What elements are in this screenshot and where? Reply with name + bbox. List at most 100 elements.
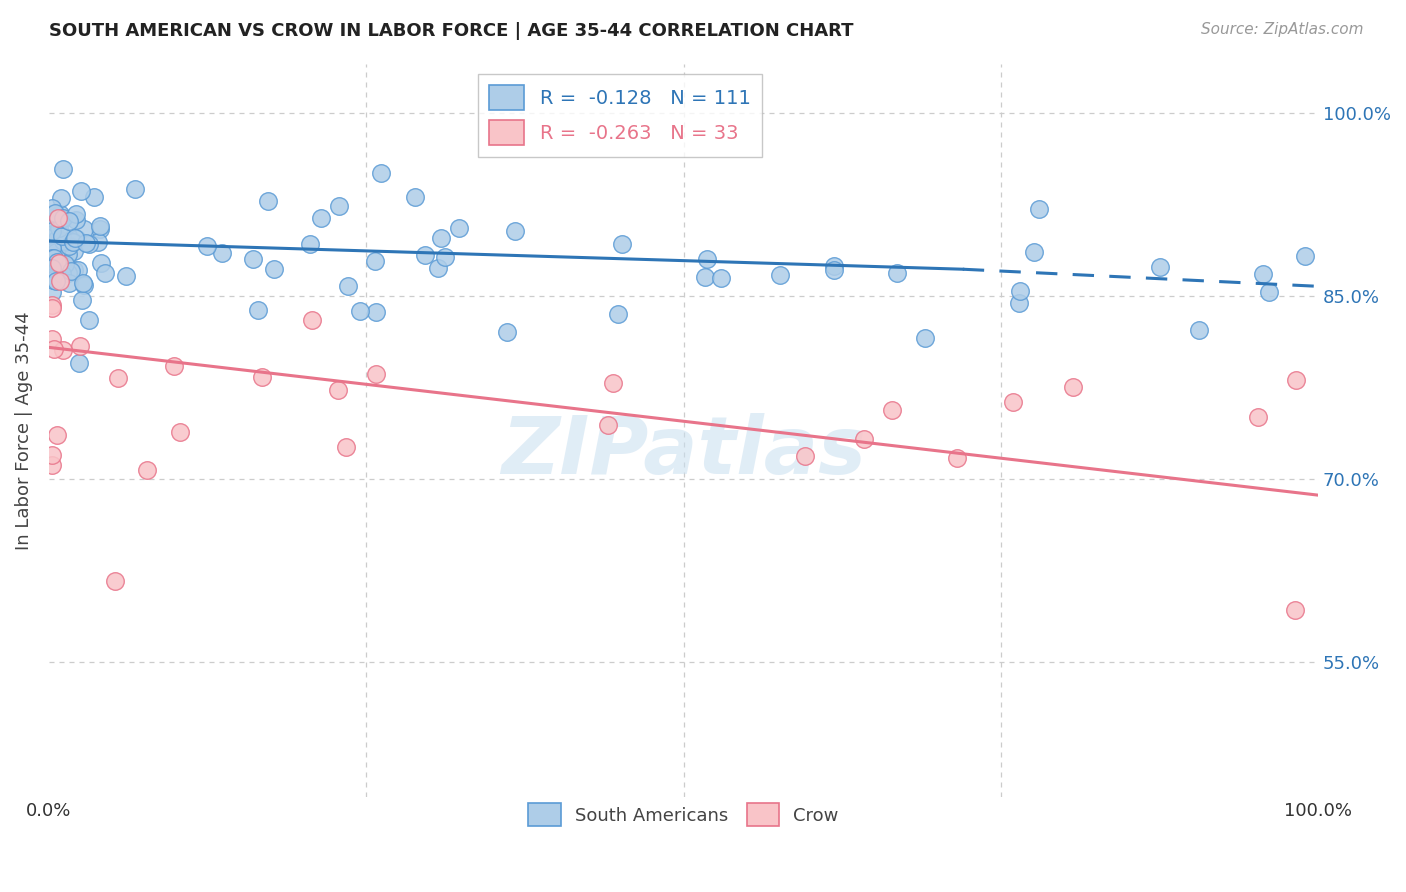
Point (447, 221, 470, 235)
Point (42, 241, 65, 255)
Point (44, 222, 66, 236)
Point (49, 191, 72, 205)
Point (53, 257, 76, 271)
Point (1028, 202, 1050, 216)
Point (52, 211, 75, 225)
Point (58, 214, 80, 228)
Point (89, 221, 111, 235)
Point (41, 301, 63, 316)
Point (104, 574, 127, 588)
Point (45, 428, 67, 442)
Point (62, 263, 84, 277)
Point (211, 246, 233, 260)
Point (1246, 409, 1268, 424)
Point (610, 237, 633, 252)
Point (823, 263, 845, 277)
Point (41, 252, 63, 266)
Point (163, 359, 186, 373)
Point (41, 332, 63, 346)
Point (696, 252, 718, 267)
Point (67, 356, 90, 370)
Point (250, 370, 273, 384)
Point (41, 241, 63, 255)
Point (41, 237, 63, 252)
Point (1010, 284, 1032, 298)
Point (63, 235, 86, 249)
Point (48, 256, 70, 270)
Point (70, 293, 93, 307)
Point (1002, 395, 1025, 409)
Point (48, 221, 70, 235)
Point (793, 450, 815, 464)
Point (433, 250, 456, 264)
Point (1008, 295, 1031, 310)
Point (46, 231, 69, 245)
Point (44, 343, 66, 357)
Point (364, 305, 387, 319)
Point (46, 265, 69, 279)
Point (41, 458, 63, 472)
Point (83, 190, 105, 204)
Point (197, 239, 219, 253)
Point (65, 207, 87, 221)
Point (427, 261, 450, 276)
Point (914, 330, 936, 344)
Point (242, 252, 264, 266)
Point (52, 234, 75, 248)
Point (41, 298, 63, 312)
Point (263, 262, 285, 277)
Point (710, 271, 733, 285)
Point (1062, 380, 1084, 394)
Point (65, 213, 87, 227)
Point (44, 215, 66, 229)
Point (73, 277, 96, 292)
Point (58, 266, 80, 280)
Point (51, 268, 73, 282)
Y-axis label: In Labor Force | Age 35-44: In Labor Force | Age 35-44 (15, 311, 32, 549)
Point (370, 166, 392, 180)
Point (256, 194, 278, 209)
Point (41, 224, 63, 238)
Point (503, 224, 526, 238)
Point (946, 450, 969, 465)
Point (1284, 603, 1306, 617)
Text: ZIPatlas: ZIPatlas (501, 413, 866, 491)
Point (62, 235, 84, 249)
Point (44, 244, 66, 259)
Point (73, 222, 96, 236)
Point (413, 248, 436, 262)
Point (44, 206, 66, 220)
Point (364, 367, 387, 381)
Point (77, 313, 100, 327)
Point (41, 260, 63, 275)
Point (430, 231, 453, 245)
Point (769, 268, 792, 282)
Point (69, 339, 91, 353)
Point (52, 343, 75, 358)
Point (58, 247, 80, 261)
Point (404, 190, 426, 204)
Point (63, 244, 86, 258)
Point (886, 266, 908, 280)
Point (41, 253, 63, 268)
Point (41, 211, 63, 225)
Point (51, 229, 73, 244)
Point (49, 274, 72, 288)
Point (1257, 285, 1279, 299)
Point (107, 371, 129, 385)
Point (60, 264, 83, 278)
Point (66, 263, 89, 277)
Point (77, 237, 100, 252)
Point (596, 418, 619, 433)
Point (69, 184, 91, 198)
Point (45, 245, 67, 260)
Point (41, 201, 63, 215)
Point (349, 304, 371, 318)
Point (169, 425, 191, 439)
Point (328, 199, 350, 213)
Point (337, 279, 360, 293)
Point (45, 274, 67, 288)
Point (326, 384, 349, 398)
Point (42, 273, 65, 287)
Point (48, 207, 70, 221)
